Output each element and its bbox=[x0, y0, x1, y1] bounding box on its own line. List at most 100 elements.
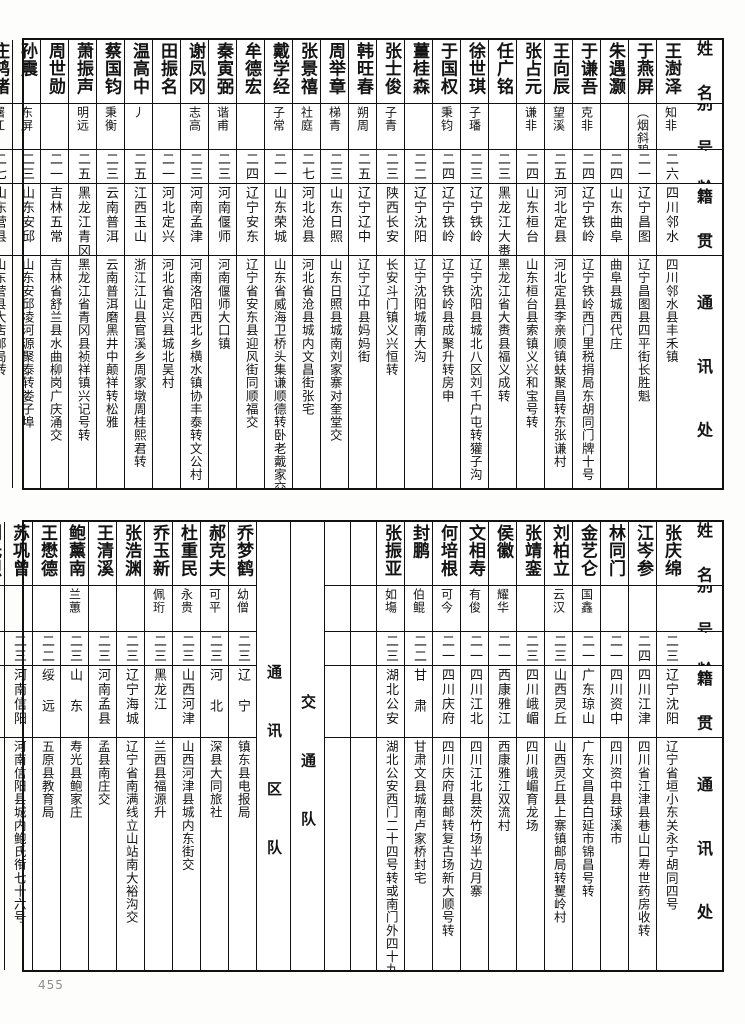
cell-address: 浙江江山县官溪乡周家墩周桂熙君转 bbox=[125, 256, 152, 488]
cell-alias: 曙江 bbox=[0, 104, 12, 150]
cell-name: 韩旺春 bbox=[349, 40, 376, 104]
cell-age: 二三 bbox=[173, 632, 200, 666]
person-column[interactable]: 张景禧 社庭 二七 河北沧县 河北省沧县城内文昌街张宅 bbox=[292, 40, 320, 488]
cell-alias bbox=[41, 104, 68, 150]
cell-origin: 辽宁沈阳 bbox=[657, 666, 684, 738]
person-column[interactable]: 朱遇灏 二四 山东曲阜 曲阜县城西代庄 bbox=[600, 40, 628, 488]
cell-age: 二七 bbox=[0, 150, 12, 184]
value-origin: 四川江北 bbox=[467, 668, 482, 727]
cell-age: 二四 bbox=[517, 150, 544, 184]
page-number: 455 bbox=[38, 978, 64, 992]
person-column[interactable]: 萧振声 明远 二五 黑龙江青冈 黑龙江省青冈县祯祥镇兴记号转 bbox=[68, 40, 96, 488]
person-column[interactable]: 鲍薰南 兰蕙 二三山 东寿光县鲍家庄 bbox=[60, 522, 88, 970]
person-column[interactable]: 于谦吾 克非 二四 辽宁铁岭 辽宁铁岭西门里税捐局东胡同门牌十号 bbox=[572, 40, 600, 488]
cell-alias: 社庭 bbox=[293, 104, 320, 150]
header-cell-address: 通 讯 处 bbox=[684, 738, 722, 970]
value-name: 徐世琪 bbox=[465, 42, 485, 96]
person-column[interactable]: 张靖銮 二三 四川峨嵋 四川峨嵋育龙场 bbox=[516, 522, 544, 970]
person-column[interactable]: 文相寿 有俊 二一 四川江北 四川江北县茨竹场半边月寨 bbox=[460, 522, 488, 970]
value-origin: 陕西长安 bbox=[383, 186, 398, 245]
person-column[interactable]: 蔡国钧 秉衡 二三 云南普洱 云南普洱磨黑井中颠祥转松雅 bbox=[96, 40, 124, 488]
cell-name: 于谦吾 bbox=[573, 40, 600, 104]
person-column[interactable]: 郝克夫 可平 二三河 北深县大同旅社 bbox=[200, 522, 228, 970]
cell-alias: 克非 bbox=[573, 104, 600, 150]
person-column[interactable]: 刘光烈二四陕西临潼陕西西安小湘子庙街四〇号 bbox=[0, 522, 4, 970]
person-column[interactable]: 侯徽 耀华 二一 西康雅江 西康雅江双流村 bbox=[488, 522, 516, 970]
cell-name: 温高中 bbox=[125, 40, 152, 104]
value-age: 二三 bbox=[383, 152, 398, 182]
person-column[interactable]: 王懋德 二二绥 远五原县教育局 bbox=[32, 522, 60, 970]
person-column[interactable]: 戴学经 子常 二一 山东荣城 山东省威海卫桥头集谦顺德转卧老戴家交 bbox=[264, 40, 292, 488]
cell-age: 二二 bbox=[405, 150, 432, 184]
cell-alias: 云汉 bbox=[545, 586, 572, 632]
person-column[interactable]: 林同门 二一 四川资中 四川资中县球溪市 bbox=[600, 522, 628, 970]
value-age: 二三 bbox=[187, 152, 202, 182]
value-alias: （烟斜碧涛） bbox=[635, 106, 650, 150]
value-origin: 河南偃师 bbox=[215, 186, 230, 245]
cell-origin: 云南普洱 bbox=[97, 184, 124, 256]
person-column[interactable]: 乔梦鹤 幼僧 二三辽 宁镇东县电报局 bbox=[228, 522, 256, 970]
person-column[interactable]: 乔玉新 佩珩 二三 黑龙江 兰西县福源升 bbox=[144, 522, 172, 970]
value-alias: 明远 bbox=[75, 106, 90, 132]
value-age: 二四 bbox=[579, 152, 594, 182]
person-column[interactable]: 周举章 梯青 二三 山东日照 山东日照县城南刘家寨对奎堂交 bbox=[320, 40, 348, 488]
person-column[interactable]: 张庆绵 二三 辽宁沈阳 辽宁省垣小东关永宁胡同四号 bbox=[656, 522, 684, 970]
value-address: 五原县教育局 bbox=[39, 740, 55, 819]
person-column[interactable]: 张浩渊 二三 辽宁海城 辽宁省南满线立山站南大裕沟交 bbox=[116, 522, 144, 970]
value-age: 二一 bbox=[271, 152, 286, 182]
person-column[interactable]: 薑桂森 二二 辽宁沈阳 辽宁沈阳城南大沟 bbox=[404, 40, 432, 488]
person-column[interactable]: 苏巩曾 二三 河南信阳 河南信阳县城内鲍氏衔七十六号 bbox=[4, 522, 32, 970]
value-origin: 四川邻水 bbox=[663, 186, 678, 245]
value-age: 二三 bbox=[67, 634, 82, 664]
cell-origin: 河南信阳 bbox=[5, 666, 32, 738]
person-column[interactable]: 周世勋 二一 吉林五常 吉林省舒兰县水曲柳岗广庆涌交 bbox=[40, 40, 68, 488]
person-column[interactable]: 王向辰 望溪 二五 河北定县 河北定县李亲顺镇蚨聚昌转东张谦村 bbox=[544, 40, 572, 488]
person-column[interactable]: 江岑参 二四 四川江津 四川省江津县巷山口寿世药房收转 bbox=[628, 522, 656, 970]
cell-origin: 四川庆府 bbox=[433, 666, 460, 738]
value-address: 河南信阳县城内鲍氏衔七十六号 bbox=[11, 740, 27, 924]
person-column[interactable]: 孙震 东屏 二三 山东安邱 山东安邱凌河源聚泰转娄子埠 bbox=[12, 40, 40, 488]
person-column[interactable]: 牟德宏 二四 辽宁安东 辽宁省安东县迎风街同顺福交 bbox=[236, 40, 264, 488]
value-age: 二七 bbox=[299, 152, 314, 182]
person-column[interactable]: 任广铭 二三 黑龙江大赉 黑龙江省大赉县福义成转 bbox=[488, 40, 516, 488]
person-column[interactable]: 封鹏 伯鲲 二二甘 肃甘肃文县城南卢家桥封宅 bbox=[404, 522, 432, 970]
person-column[interactable]: 刘柏立 云汉 二三 山西灵丘 山西灵丘县上寨镇邮局转矍岭村 bbox=[544, 522, 572, 970]
person-column[interactable]: 秦寅弼 谐甫 二三 河南偃师 河南偃师大口镇 bbox=[208, 40, 236, 488]
group-label-column: 交 通 队 bbox=[290, 522, 324, 970]
person-column[interactable]: 张振亚 如塲 二三 湖北公安 湖北公安西门二十四号转或南门外四十九号 bbox=[376, 522, 404, 970]
person-column[interactable]: 王澍泽 知非 二六 四川邻水 四川邻水县丰禾镇 bbox=[656, 40, 684, 488]
person-column[interactable]: 庄鸿渚 曙江 二七 山东营县 山东营县大店邮局转 bbox=[0, 40, 12, 488]
person-column[interactable]: 于国权 秉钧 二四 辽宁铁岭 辽宁铁岭县成聚升转房申 bbox=[432, 40, 460, 488]
person-column[interactable]: 温高中丿二五 江西玉山 浙江江山县官溪乡周家墩周桂熙君转 bbox=[124, 40, 152, 488]
person-column[interactable]: 徐世琪 子璠 二三 辽宁铁岭 辽宁沈阳县城北八区刘千户屯转獾子沟 bbox=[460, 40, 488, 488]
header-label-alias: 别 号 bbox=[694, 104, 713, 150]
person-column[interactable]: 张士俊 子青 二三 陕西长安 长安斗门镇义兴恒转 bbox=[376, 40, 404, 488]
person-column[interactable]: 谢凤冈 志高 二三 河南孟津 河南洛阳西北乡横水镇协丰泰转文公村 bbox=[180, 40, 208, 488]
cell-address: 山东安邱凌河源聚泰转娄子埠 bbox=[13, 256, 40, 488]
value-origin: 辽 宁 bbox=[235, 668, 250, 714]
value-origin: 河南孟县 bbox=[95, 668, 110, 727]
person-column[interactable]: 王清溪 二三 河南孟县 孟县南庄交 bbox=[88, 522, 116, 970]
cell-age: 二五 bbox=[545, 150, 572, 184]
person-column[interactable]: 于燕屏 （烟斜碧涛） 二一 辽宁昌图 辽宁昌图县四平街长胜魁 bbox=[628, 40, 656, 488]
person-column[interactable]: 张占元 谦非 二四 山东桓台 山东桓台县索镇义兴和宝号转 bbox=[516, 40, 544, 488]
person-column[interactable]: 何培根 可今 二一 四川庆府 四川庆府县邮转复古场新大顺号转 bbox=[432, 522, 460, 970]
cell-origin: 四川资中 bbox=[601, 666, 628, 738]
value-age: 二三 bbox=[327, 152, 342, 182]
cell-name: 薑桂森 bbox=[405, 40, 432, 104]
person-column[interactable]: 韩旺春 朔周 二五 辽宁辽中 辽宁辽中县妈妈街 bbox=[348, 40, 376, 488]
cell-alias: 伯鲲 bbox=[405, 586, 432, 632]
cell-alias bbox=[629, 586, 656, 632]
value-address: 辽宁省垣小东关永宁胡同四号 bbox=[663, 740, 679, 911]
value-name: 张靖銮 bbox=[521, 524, 541, 578]
cell-address: 河北省定兴县城北吴村 bbox=[153, 256, 180, 488]
cell-age: 二四 bbox=[237, 150, 264, 184]
value-age: 二四 bbox=[243, 152, 258, 182]
value-age: 二三 bbox=[551, 634, 566, 664]
person-column[interactable]: 金艺仑 国鑫 二一 广东琼山 广东文昌县白延市锦昌号转 bbox=[572, 522, 600, 970]
person-column[interactable]: 杜重民 永贵 二三 山西河津 山西河津县城内东街交 bbox=[172, 522, 200, 970]
cell-name: 王向辰 bbox=[545, 40, 572, 104]
cell-age: 二四 bbox=[433, 150, 460, 184]
cell-origin: 山西灵丘 bbox=[545, 666, 572, 738]
person-column[interactable]: 田振名 二一 河北定兴 河北省定兴县城北吴村 bbox=[152, 40, 180, 488]
